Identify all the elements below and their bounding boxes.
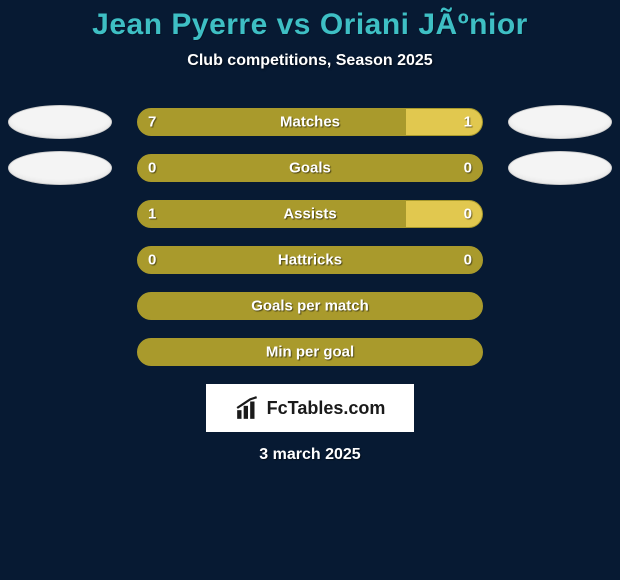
player-avatar-left [8,151,112,185]
player-avatar-right [508,105,612,139]
left-value: 0 [148,160,156,177]
stat-row: 71Matches [0,108,620,136]
bar-track: 71Matches [137,108,483,136]
right-value: 0 [464,206,472,223]
stat-row: 10Assists [0,200,620,228]
stat-row: Min per goal [0,338,620,366]
stat-row: 00Hattricks [0,246,620,274]
bar-track: 10Assists [137,200,483,228]
logo-text: FcTables.com [267,398,386,419]
player-avatar-right [508,151,612,185]
left-value: 1 [148,206,156,223]
bar-track: Goals per match [137,292,483,320]
bar-segment-right: 1 [406,109,482,135]
stat-row: Goals per match [0,292,620,320]
subtitle: Club competitions, Season 2025 [0,52,620,70]
bar-segment-right: 0 [406,201,482,227]
stat-row: 00Goals [0,154,620,182]
player-avatar-left [8,105,112,139]
left-value: 7 [148,114,156,131]
bar-track: Min per goal [137,338,483,366]
bar-segment-left: 1 [138,201,406,227]
comparison-bars: 71Matches00Goals10Assists00HattricksGoal… [0,108,620,366]
bar-segment-left: 7 [138,109,406,135]
page-title: Jean Pyerre vs Oriani JÃºnior [0,8,620,42]
bar-segment-left: 0 [138,247,482,273]
date-line: 3 march 2025 [0,446,620,464]
bar-track: 00Hattricks [137,246,483,274]
bar-segment-left: 0 [138,155,482,181]
right-value: 1 [464,114,472,131]
right-value: 0 [464,160,472,177]
bar-segment-left [138,339,482,365]
left-value: 0 [148,252,156,269]
fctables-logo: FcTables.com [206,384,414,432]
bar-chart-icon [235,395,261,421]
bar-segment-left [138,293,482,319]
bar-track: 00Goals [137,154,483,182]
right-value: 0 [464,252,472,269]
